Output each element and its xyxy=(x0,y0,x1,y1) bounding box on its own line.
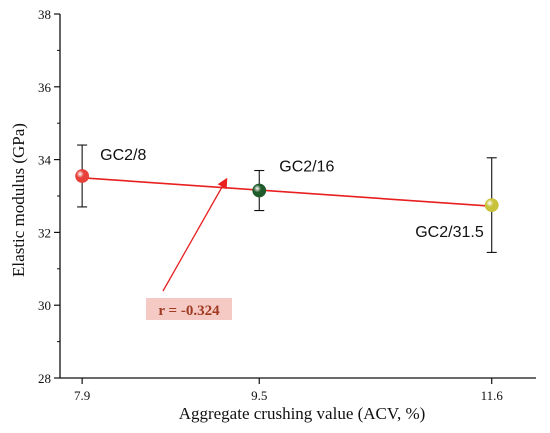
x-tick-label: 7.9 xyxy=(74,388,90,403)
fit-line-layer xyxy=(82,177,492,207)
point-label: GC2/8 xyxy=(100,147,146,164)
points-layer xyxy=(75,169,499,213)
y-axis-title: Elastic modulus (GPa) xyxy=(9,123,28,277)
x-axis-title: Aggregate crushing value (ACV, %) xyxy=(179,404,426,423)
annotation-arrow xyxy=(162,177,228,292)
data-point xyxy=(75,169,90,183)
labels-layer: GC2/8 GC2/16 GC2/31.5 xyxy=(100,147,484,241)
y-tick-label: 30 xyxy=(38,298,51,313)
data-point xyxy=(252,183,267,198)
x-tick-label: 11.6 xyxy=(481,388,504,403)
annotation-box xyxy=(146,298,232,320)
y-tick-label: 28 xyxy=(38,371,51,386)
point-label: GC2/31.5 xyxy=(415,224,484,241)
fit-line xyxy=(82,177,492,207)
y-tick-label: 32 xyxy=(38,225,51,240)
data-point xyxy=(484,198,499,213)
point-label: GC2/16 xyxy=(279,159,334,176)
annotation-layer: r = -0.324 xyxy=(146,177,232,320)
axes: 28 30 32 34 36 38 7.9 9.5 11.6 xyxy=(38,7,536,403)
annotation-text: r = -0.324 xyxy=(158,303,220,319)
x-tick-label: 9.5 xyxy=(251,388,267,403)
y-tick-label: 34 xyxy=(38,153,52,168)
y-tick-label: 38 xyxy=(38,7,51,22)
y-tick-label: 36 xyxy=(38,80,52,95)
